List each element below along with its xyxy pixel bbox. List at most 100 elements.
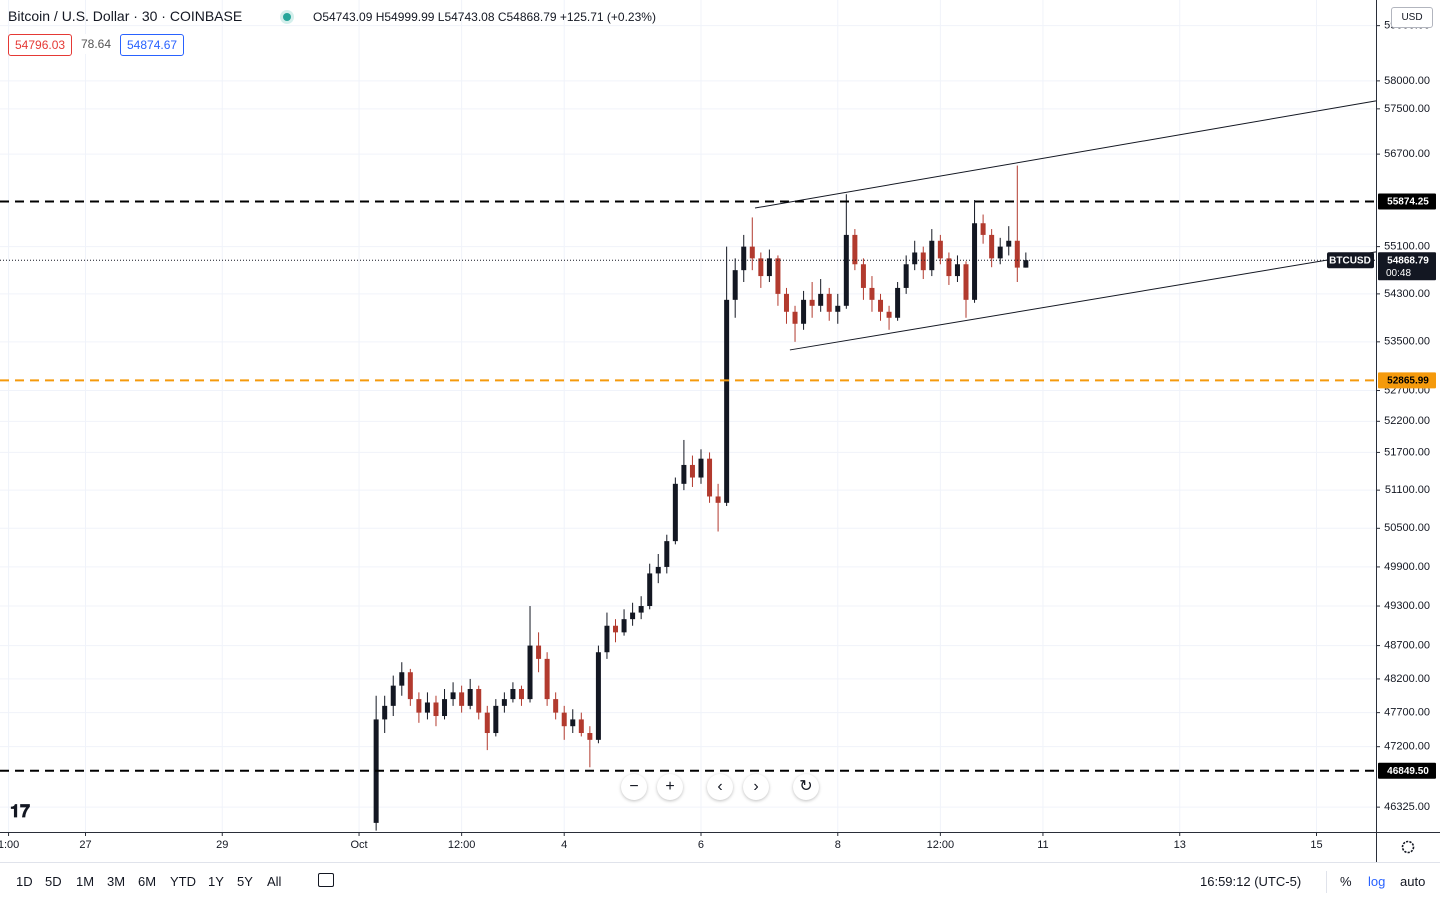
candle-body [775,258,781,294]
candle-body [587,733,593,740]
candle-body [886,311,892,318]
y-tick-label: 55100.00 [1384,241,1430,253]
y-tick-label: 46325.00 [1384,801,1430,813]
symbol-title[interactable]: Bitcoin / U.S. Dollar · 30 · COINBASE [8,8,243,24]
candle-body [536,645,542,659]
candle-body [843,234,849,306]
candle-body [672,483,678,542]
candle-body [989,234,995,259]
scale-option[interactable]: % [1340,874,1352,889]
candle-body [852,234,858,265]
candle-body [433,702,439,717]
zoom-out[interactable]: − [621,774,647,800]
trend-line [754,100,1377,209]
y-tick-label: 58000.00 [1384,75,1430,87]
series [0,100,1377,831]
candle-body [544,658,550,700]
chart: 59000.0058000.0057500.0056700.0055100.00… [0,0,1440,862]
candle-body [501,699,507,706]
range-button[interactable]: 5D [45,874,62,889]
x-tick-label: Oct [350,839,367,851]
date-range-icon[interactable] [318,873,334,887]
range-button[interactable]: All [267,874,282,889]
candle-body [510,689,516,700]
y-tick-label: 48700.00 [1384,639,1430,651]
candle-body [424,702,430,713]
candle-body [895,287,901,318]
range-button[interactable]: 5Y [237,874,253,889]
candle-body [766,258,772,277]
range-button[interactable]: YTD [170,874,196,889]
buy-price[interactable]: 54874.67 [120,34,185,56]
bottom-toolbar: 16:59:12 (UTC-5) 1D 5D 1M 3M 6M YTD 1Y 5Y All% lo… [0,862,1440,900]
candle-body [937,240,943,259]
grid [0,0,1376,832]
candle-body [801,299,807,324]
candle-body [382,705,388,720]
ohlc-legend: O54743.09 H54999.99 L54743.08 C54868.79 … [313,10,656,24]
candle-body [442,699,448,717]
candle-body [732,270,738,300]
scale-option[interactable]: log [1368,874,1386,889]
y-tick-label: 47700.00 [1384,707,1430,719]
candle-body [715,496,721,503]
symbol-tag: BTCUSD [1329,255,1371,266]
candle-body [553,699,559,713]
candle-body [613,625,619,633]
range-button[interactable]: 1Y [208,874,224,889]
scale-option[interactable]: auto [1400,874,1426,889]
candle-body [518,689,524,700]
zoom-in[interactable]: + [657,774,683,800]
x-tick-label: 11 [1037,839,1048,851]
candle-body [946,258,952,277]
candle-body [621,619,627,633]
reset-chart[interactable]: ↻ [793,774,819,800]
range-button[interactable]: 1M [76,874,95,889]
candle-body [878,299,884,312]
x-tick-label: 13 [1174,839,1186,851]
candle-body [570,719,576,727]
x-tick-label: 12:00 [448,839,476,851]
sell-price[interactable]: 54796.03 [8,34,73,56]
scroll-left[interactable]: ‹ [707,774,733,800]
candle-body [792,311,798,324]
range-button[interactable]: 3M [107,874,126,889]
y-tick-label: 47200.00 [1384,741,1430,753]
scroll-right[interactable]: › [743,774,769,800]
axes: 59000.0058000.0057500.0056700.0055100.00… [0,0,1440,862]
candle-body [647,573,653,607]
trend-line [789,251,1377,351]
candle-body [476,689,482,713]
currency-button[interactable]: USD [1391,7,1433,28]
candle-body [664,541,670,567]
last-price-label: 54868.79 [1387,255,1429,266]
candle-body [818,293,824,306]
candle-body [561,712,567,727]
last-price-bg [1378,252,1436,281]
x-tick-label: 15 [1310,839,1322,851]
candle-body [1023,260,1029,268]
candle-body [689,464,695,478]
candle-body [493,705,499,734]
candle-body [963,264,969,300]
range-button[interactable]: 1D [16,874,33,889]
clock: 16:59:12 (UTC-5) [1200,874,1302,889]
candle-body [724,299,730,503]
settings-icon[interactable] [1401,840,1415,854]
candle-body [835,305,841,312]
logo[interactable]: 𝟏𝟕 [10,801,31,821]
y-tick-label: 57500.00 [1384,103,1430,115]
x-tick-label: 27 [79,839,91,851]
candle-body [997,246,1003,259]
level-label-bg [1378,193,1436,210]
y-tick-label: 54300.00 [1384,288,1430,300]
range-button[interactable]: 6M [138,874,157,889]
y-tick-label: 49900.00 [1384,561,1430,573]
y-tick-label: 52200.00 [1384,415,1430,427]
candle-body [954,264,960,277]
y-tick-label: 51100.00 [1385,484,1430,496]
candle-body [929,240,935,271]
x-tick-label: 1:00 [0,839,19,851]
